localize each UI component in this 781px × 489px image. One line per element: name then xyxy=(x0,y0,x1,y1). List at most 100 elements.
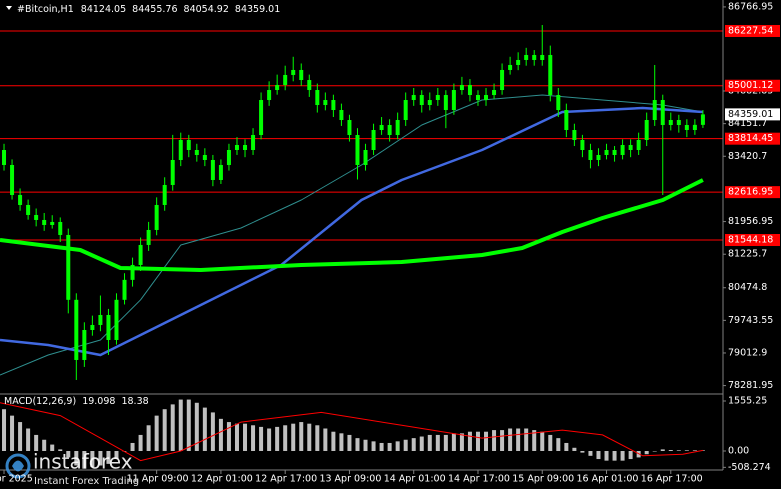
candle-body xyxy=(620,144,625,155)
candle-body xyxy=(170,159,175,185)
macd-bar xyxy=(475,431,480,452)
y-tick-label: 86766.95 xyxy=(728,1,773,12)
candle-body xyxy=(692,124,697,131)
macd-bar xyxy=(66,451,71,458)
macd-bar xyxy=(218,418,223,452)
candle-body xyxy=(532,54,537,60)
candle-body xyxy=(154,204,159,230)
candle-body xyxy=(411,95,416,101)
macd-bar xyxy=(26,428,31,452)
candle-body xyxy=(636,140,641,150)
candle-body xyxy=(668,120,673,126)
macd-bar xyxy=(259,426,264,452)
macd-bar xyxy=(459,433,464,452)
macd-bar xyxy=(106,451,111,464)
x-tick-label: 15 Apr 09:00 xyxy=(512,474,574,485)
macd-bar xyxy=(379,442,384,452)
candle-body xyxy=(492,90,497,96)
candle-body xyxy=(508,64,513,70)
candle-body xyxy=(267,90,272,101)
candle-body xyxy=(500,69,505,91)
candle-body xyxy=(612,149,617,155)
candle-body xyxy=(387,125,392,136)
candle-body xyxy=(130,264,135,280)
macd-bar xyxy=(524,428,529,452)
moving-average xyxy=(0,106,703,357)
macd-bar xyxy=(652,451,657,452)
candle-body xyxy=(652,100,657,121)
y-tick-label: 80474.8 xyxy=(728,282,767,293)
macd-bar xyxy=(114,451,119,460)
macd-bar xyxy=(668,450,673,452)
macd-bar xyxy=(162,409,167,452)
macd-bar xyxy=(684,450,689,452)
macd-bar xyxy=(540,431,545,452)
macd-bar xyxy=(427,434,432,452)
candle-body xyxy=(371,130,376,150)
candle-body xyxy=(251,135,256,150)
candle-body xyxy=(243,144,248,150)
candle-body xyxy=(178,140,183,160)
macd-bar xyxy=(363,439,368,452)
macd-bar xyxy=(138,434,143,452)
candle-body xyxy=(323,100,328,106)
candle-body xyxy=(419,95,424,106)
macd-bar xyxy=(323,428,328,452)
candle-body xyxy=(347,120,352,136)
candle-body xyxy=(379,125,384,131)
candle-body xyxy=(556,95,561,111)
candle-body xyxy=(291,69,296,75)
macd-bar xyxy=(34,434,39,452)
macd-bar xyxy=(186,399,191,452)
macd-bar xyxy=(202,407,207,452)
macd-bar xyxy=(620,451,625,461)
signal-value: 18.38 xyxy=(121,396,148,407)
watermark: instaforex Instant Forex Trading xyxy=(5,450,139,487)
current-price-label: 84359.01 xyxy=(728,109,773,120)
brand: instaforex xyxy=(33,450,133,474)
candle-body xyxy=(524,54,529,60)
candle-body xyxy=(395,120,400,136)
macd-bar xyxy=(451,433,456,452)
x-tick-label: 12 Apr 17:00 xyxy=(255,474,317,485)
candle-body xyxy=(50,221,55,225)
candle-body xyxy=(516,59,521,65)
macd-bar xyxy=(492,430,497,452)
macd-bar xyxy=(283,425,288,452)
macd-bar xyxy=(443,434,448,452)
macd-bar xyxy=(178,399,183,452)
y-tick-label: 78281.95 xyxy=(728,380,773,391)
macd-bar xyxy=(572,447,577,452)
candle-body xyxy=(572,130,577,141)
candle-body xyxy=(210,159,215,180)
macd-bar xyxy=(516,428,521,452)
macd-label: MACD(12,26,9) xyxy=(4,396,76,407)
macd-bar xyxy=(226,422,231,452)
macd-y-tick-label: -508.274 xyxy=(728,462,771,473)
level-label: 82616.95 xyxy=(728,187,773,198)
macd-bar xyxy=(234,423,239,452)
level-label-box xyxy=(725,79,780,92)
plot xyxy=(0,24,723,469)
x-tick-label: 10 Apr 2025 xyxy=(0,474,33,485)
candle-body xyxy=(580,140,585,150)
macd-bar xyxy=(548,434,553,452)
candle-body xyxy=(339,110,344,121)
candle-body xyxy=(451,90,456,111)
macd-bar xyxy=(435,434,440,452)
candle-body xyxy=(18,194,23,205)
macd-bar xyxy=(291,423,296,452)
candle-body xyxy=(628,144,633,150)
candle-body xyxy=(596,154,601,160)
candle-body xyxy=(194,149,199,155)
candle-body xyxy=(82,329,87,360)
menu-triangle[interactable] xyxy=(6,6,12,10)
symbol: #Bitcoin,H1 xyxy=(17,4,74,15)
macd-bar xyxy=(371,441,376,452)
macd-value: 19.098 xyxy=(82,396,115,407)
macd-bar xyxy=(556,438,561,452)
macd-header: MACD(12,26,9) 19.098 18.38 xyxy=(4,396,149,407)
macd-bar xyxy=(210,412,215,452)
candle-body xyxy=(467,85,472,96)
